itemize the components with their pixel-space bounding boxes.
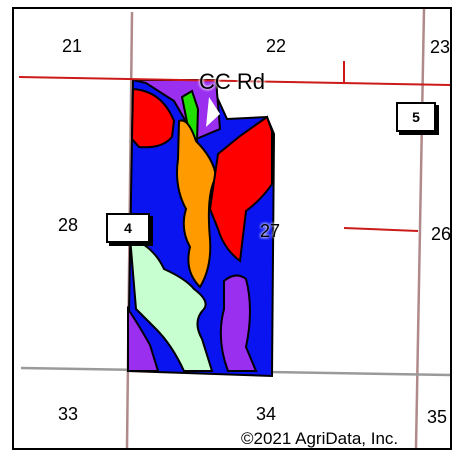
soil-unit-red: [130, 87, 176, 149]
map-notch: [206, 97, 220, 127]
road-label: CC Rd: [199, 69, 266, 94]
soil-unit-orange: [176, 119, 218, 289]
road-cc: [18, 76, 450, 86]
section-label-33: 33: [58, 404, 79, 424]
section-label-21: 21: [62, 36, 83, 56]
road-segment: [343, 227, 419, 232]
section-label-26: 26: [431, 224, 452, 244]
route-marker-4: 4: [106, 213, 150, 243]
copyright-text: ©2021 AgriData, Inc.: [241, 429, 399, 448]
soil-unit-red: [208, 115, 273, 263]
soil-unit-purple: [219, 274, 258, 372]
section-label-34: 34: [256, 404, 277, 424]
field-soil-units: [126, 79, 276, 378]
soil-unit-mint: [128, 235, 214, 372]
section-line: [414, 9, 426, 448]
section-label-28: 28: [58, 215, 79, 235]
section-label-27: 27: [260, 221, 281, 241]
soil-unit-purple: [127, 305, 160, 372]
soil-map: 21 22 23 28 27 26 33 34 35 CC Rd 4 5 ©20…: [12, 7, 452, 450]
section-label-23: 23: [430, 37, 451, 57]
route-marker-5: 5: [396, 102, 436, 132]
map-canvas: [18, 9, 450, 448]
section-label-35: 35: [427, 407, 448, 427]
section-label-22: 22: [266, 36, 287, 56]
